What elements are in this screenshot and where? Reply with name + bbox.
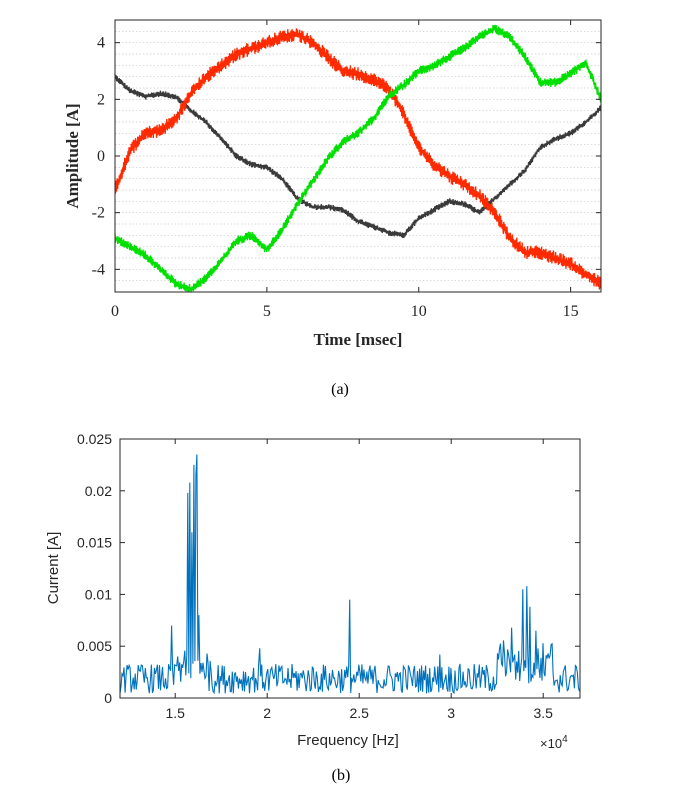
x-tick-label: 2 (263, 705, 271, 721)
panel-a: 0 5 10 15 -4 -2 0 2 4 Time [msec] Amplitude [A]… (63, 19, 602, 398)
series-a (114, 24, 602, 293)
x-tick-label: 1.5 (165, 705, 185, 721)
series-line-spectrum (119, 454, 580, 695)
y-tick-label: 2 (97, 91, 105, 108)
panel-b: 1.5 2 2.5 3 3.5 0 0.005 0.01 0.015 0.02 0.025 Fre… (45, 431, 581, 784)
x-tick-label: 5 (263, 303, 271, 320)
y-tick-label: 0.02 (85, 483, 112, 499)
x-axis-label-b: Frequency [Hz] (297, 732, 399, 749)
series-b (119, 454, 580, 695)
y-tick-label: 4 (97, 35, 105, 52)
grid-a (115, 30, 601, 282)
y-tick-label: 0.01 (85, 586, 112, 602)
y-tick-label: 0.015 (77, 535, 112, 551)
plot-frame-b (119, 438, 581, 699)
y-axis-label-b: Current [A] (45, 532, 62, 605)
x-tick-label: 10 (411, 303, 427, 320)
x-axis-label-a: Time [msec] (314, 330, 403, 349)
series-line-phase-green (114, 24, 602, 293)
caption-b: (b) (332, 767, 351, 784)
x-ticks-b: 1.5 2 2.5 3 3.5 (165, 439, 553, 721)
x-tick-label: 3 (447, 705, 455, 721)
x-tick-label: 15 (563, 303, 579, 320)
x-tick-label: 0 (111, 303, 119, 320)
y-tick-label: 0.005 (77, 638, 112, 654)
x-ticks-a: 0 5 10 15 (111, 20, 579, 320)
x-tick-label: 3.5 (533, 705, 553, 721)
y-ticks-a: -4 -2 0 2 4 (92, 35, 601, 278)
x-exponent-label: ×104 (540, 734, 568, 751)
series-line-phase-black (114, 74, 602, 239)
y-ticks-b: 0 0.005 0.01 0.015 0.02 0.025 (77, 431, 580, 706)
caption-a: (a) (331, 381, 349, 398)
x-tick-label: 2.5 (349, 705, 369, 721)
y-axis-label-a: Amplitude [A] (63, 103, 82, 208)
y-tick-label: -2 (92, 205, 105, 222)
y-tick-label: -4 (92, 261, 105, 278)
y-tick-label: 0.025 (77, 431, 112, 447)
y-tick-label: 0 (104, 690, 112, 706)
y-tick-label: 0 (97, 148, 105, 165)
series-line-phase-red (114, 28, 602, 290)
